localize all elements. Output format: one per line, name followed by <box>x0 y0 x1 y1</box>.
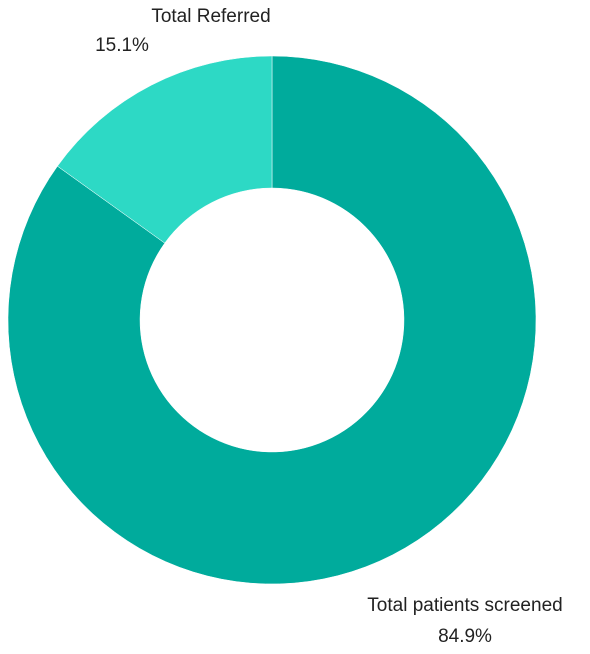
segment-value-label: 84.9% <box>438 626 492 647</box>
segment-label: Total patients screened <box>367 595 562 616</box>
segment-value-label: 15.1% <box>95 35 149 56</box>
donut-segment <box>57 55 273 244</box>
donut-segment <box>7 55 537 585</box>
segment-label: Total Referred <box>151 6 270 27</box>
